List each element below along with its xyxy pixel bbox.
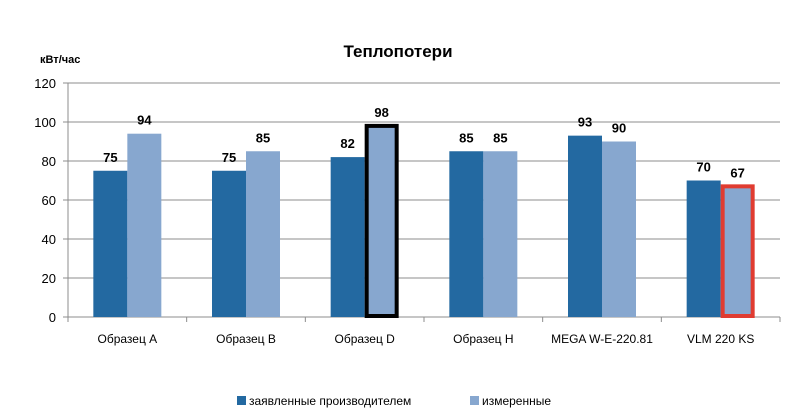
data-label: 67 [730,165,744,180]
data-label: 93 [578,115,592,130]
y-tick-label: 120 [34,76,56,91]
bar-declared [686,180,721,317]
data-label: 90 [612,121,626,136]
x-tick-label: Образец D [334,332,395,346]
data-label: 85 [256,130,270,145]
data-label: 85 [459,130,473,145]
bar-measured [720,184,755,318]
bar-measured [127,133,162,317]
x-tick-label: Образец В [216,332,276,346]
data-label: 85 [493,130,507,145]
bar-declared [93,170,128,317]
x-tick-label: Образец А [97,332,157,346]
x-tick-label: VLM 220 KS [687,332,754,346]
bar-measured [246,151,280,317]
bar-measured [364,123,399,319]
bar-measured [602,141,636,317]
data-label: 75 [103,150,117,165]
chart-title: Теплопотери [343,42,452,61]
y-tick-label: 60 [42,193,56,208]
legend-label: измеренные [482,394,551,408]
data-label: 98 [374,105,388,120]
y-axis-label: кВт/час [40,54,80,66]
legend: заявленные производителем измеренные [237,394,551,408]
data-label: 70 [696,160,710,175]
data-label: 94 [137,113,152,128]
y-tick-label: 40 [42,232,56,247]
y-tick-label: 20 [42,271,56,286]
bar-declared [212,170,246,317]
bar-declared [568,135,602,317]
bar-declared [330,157,365,317]
legend-swatch [470,396,479,405]
y-tick-label: 80 [42,154,56,169]
legend-label: заявленные производителем [249,394,411,408]
x-tick-label: MEGA W-E-220.81 [551,332,653,346]
y-tick-label: 0 [49,310,56,325]
bar-measured [483,151,518,317]
data-label: 75 [222,150,236,165]
x-tick-label: Образец Н [453,332,513,346]
y-tick-label: 100 [34,115,56,130]
legend-swatch [237,396,246,405]
data-label: 82 [340,136,354,151]
bar-declared [449,151,484,317]
